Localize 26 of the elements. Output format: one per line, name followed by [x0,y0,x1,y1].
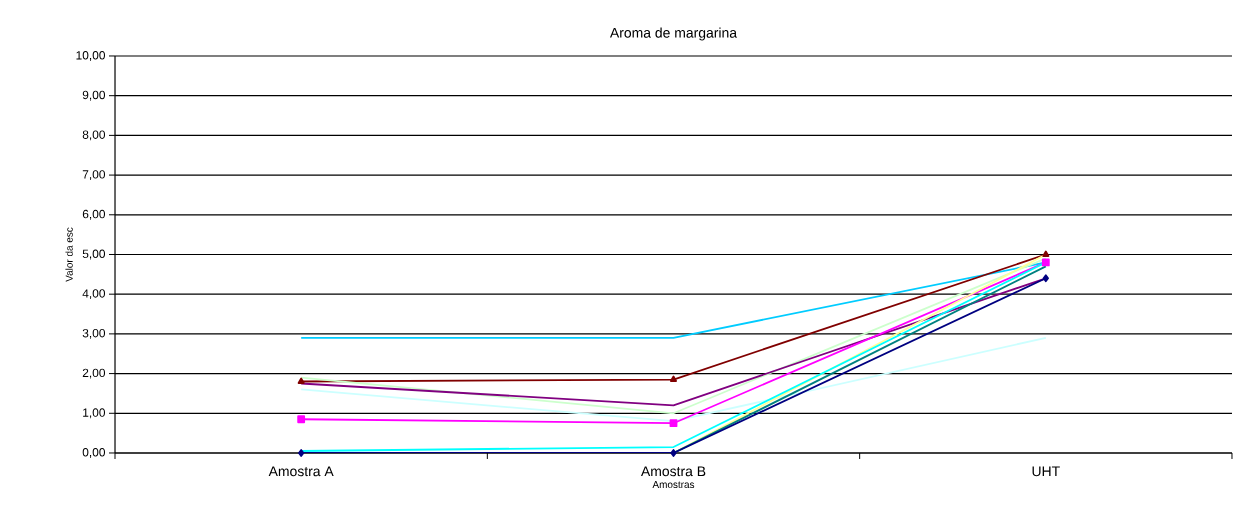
point [1042,274,1049,283]
y-tick-label: 7,00 [82,170,106,181]
chart-title: Aroma de margarina [609,27,738,41]
y-tick-label: 3,00 [82,328,106,339]
x-tick-label: Amostra B [640,466,706,477]
point [1042,250,1050,257]
y-tick-label: 8,00 [82,130,106,141]
y-tick-label: 10,00 [76,51,106,61]
point [298,449,305,457]
y-tick-label: 6,00 [82,209,106,220]
x-axis-title: Amostras [652,481,695,489]
point [1041,258,1050,267]
x-tick-label: UHT [1032,466,1060,477]
point [670,449,677,457]
y-tick-label: 5,00 [82,249,106,260]
point [670,375,677,382]
point [669,419,678,428]
y-tick-label: 2,00 [82,368,106,379]
x-tick-label: Amostra A [268,466,334,477]
y-tick-label: 9,00 [82,90,106,101]
y-axis-title: Valor da esc [65,227,73,282]
point [297,415,306,424]
y-tick-label: 4,00 [82,289,106,300]
y-tick-label: 0,00 [82,448,106,458]
point [297,377,305,384]
y-tick-label: 1,00 [83,408,106,419]
